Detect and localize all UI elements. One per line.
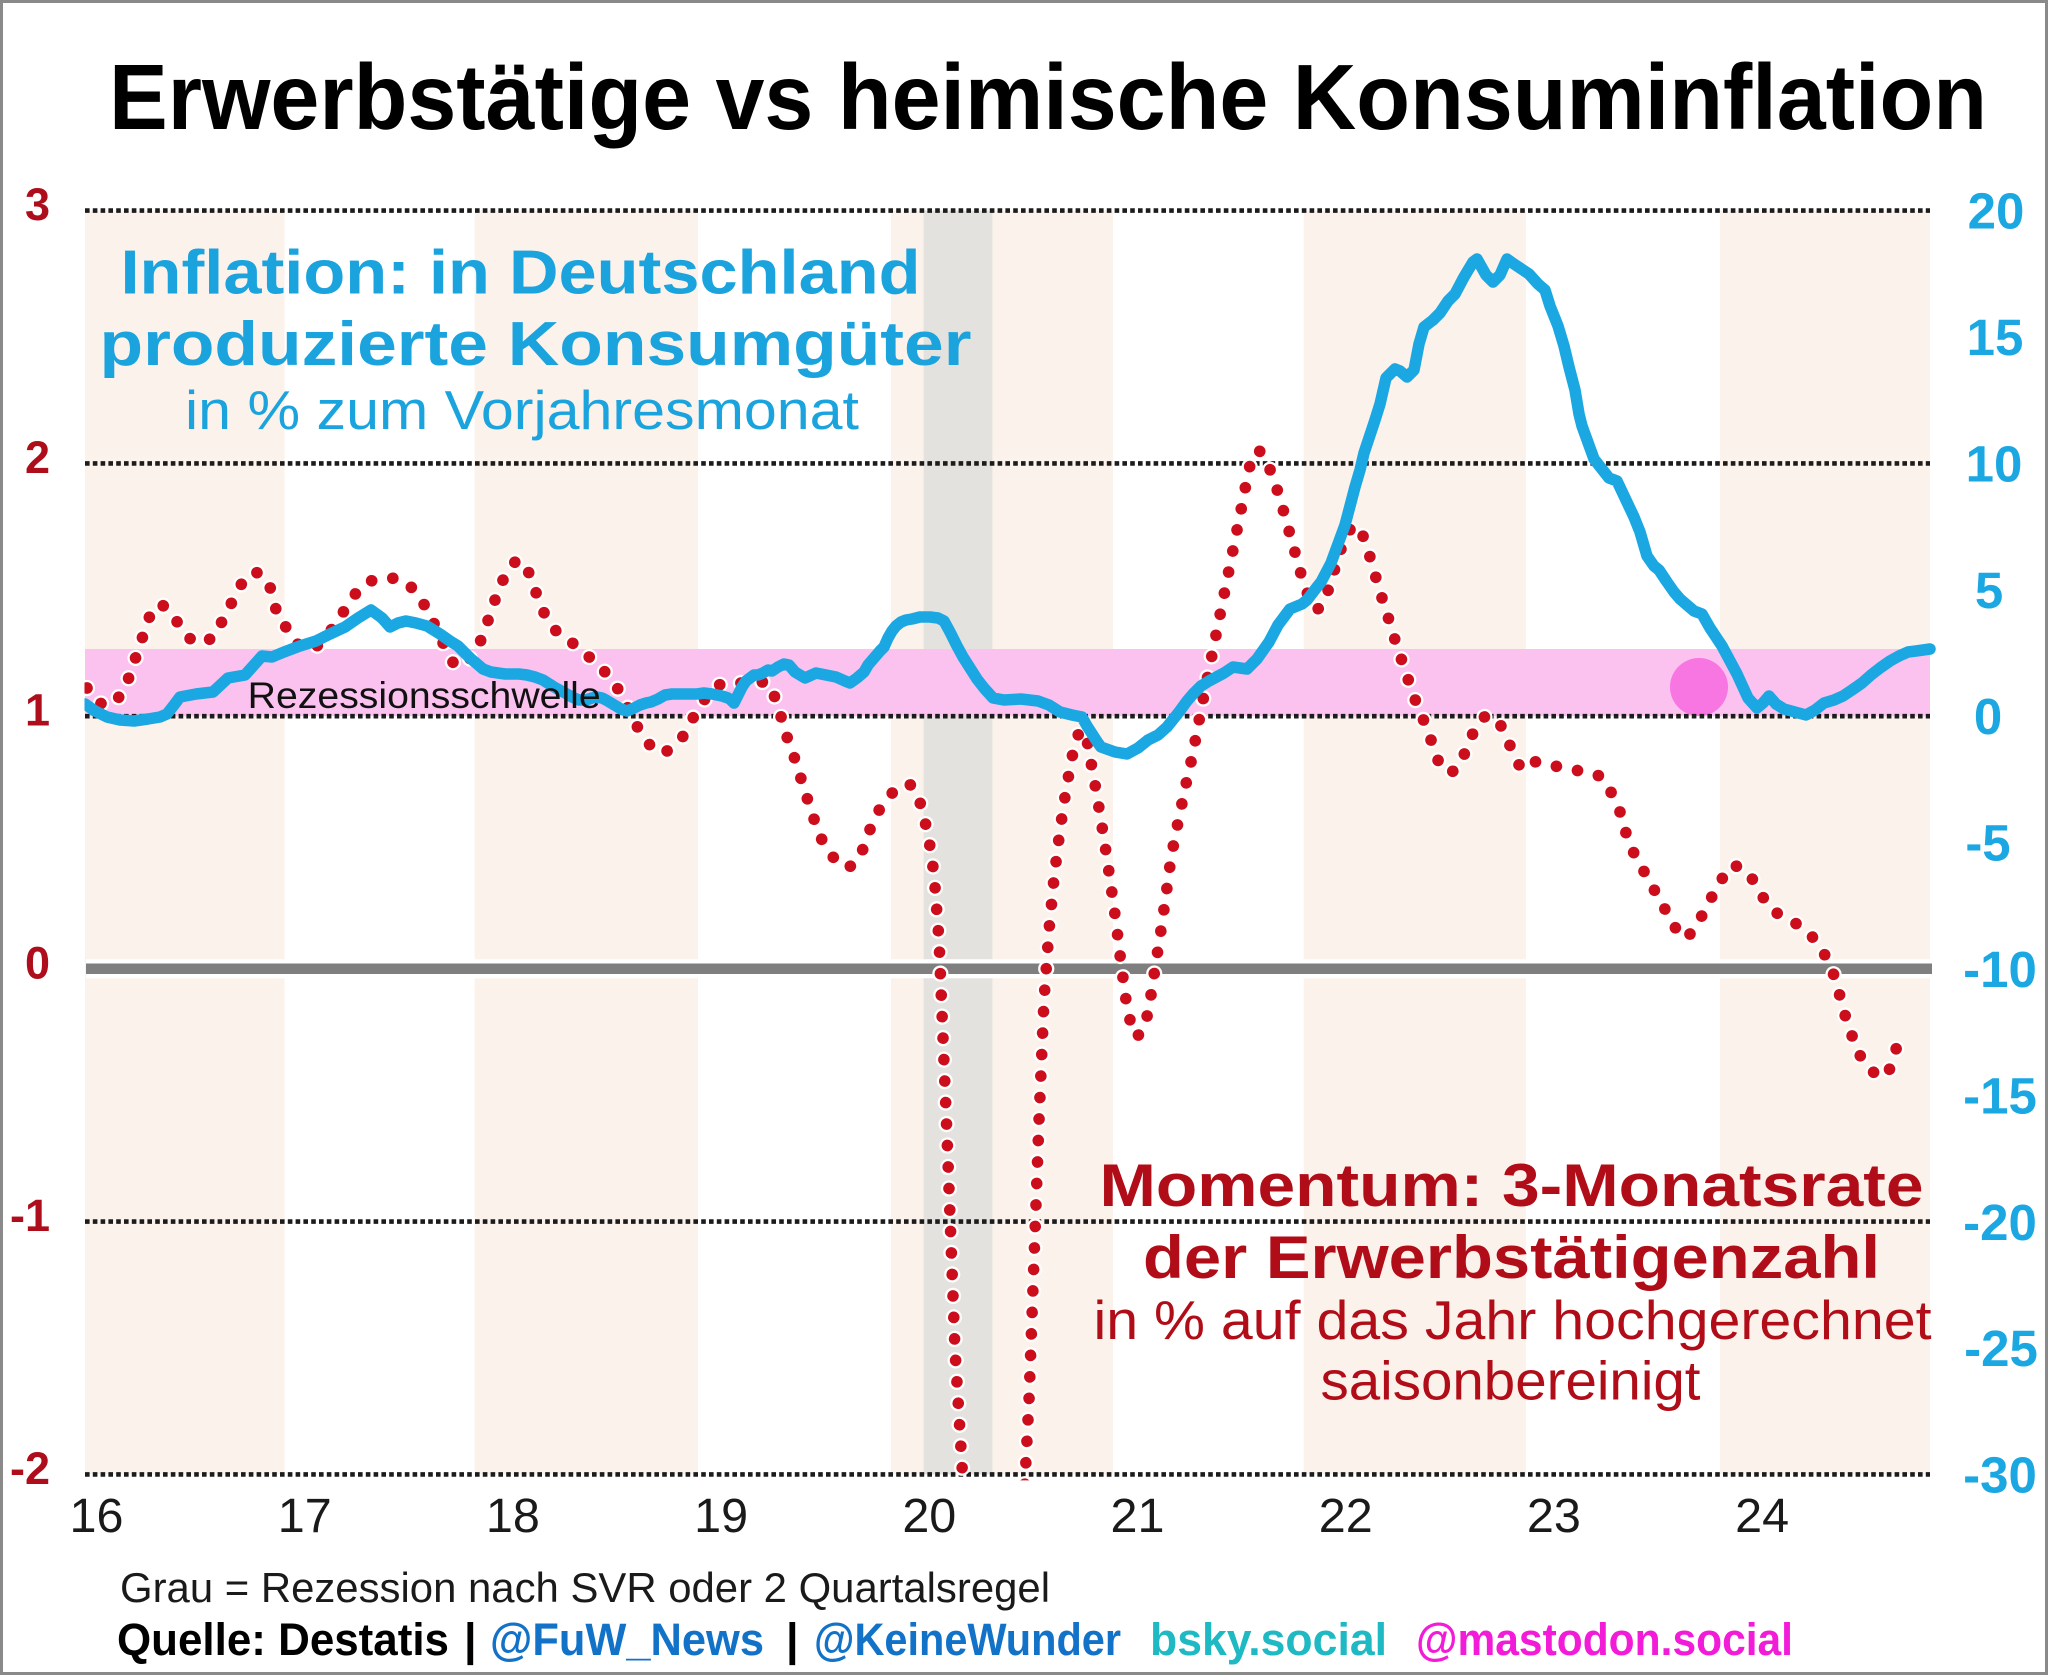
svg-text:24: 24: [1735, 1489, 1789, 1543]
svg-text:16: 16: [70, 1489, 124, 1543]
svg-text:-15: -15: [1963, 1067, 2037, 1124]
svg-text:saisonbereinigt: saisonbereinigt: [1321, 1350, 1701, 1412]
svg-text:@FuW_News: @FuW_News: [490, 1614, 764, 1665]
svg-text:19: 19: [694, 1489, 748, 1543]
svg-text:@mastodon.social: @mastodon.social: [1416, 1614, 1793, 1665]
svg-text:22: 22: [1319, 1489, 1373, 1543]
svg-text:Erwerbstätige vs heimische Kon: Erwerbstätige vs heimische Konsuminflati…: [109, 45, 1987, 149]
svg-text:0: 0: [1974, 688, 2002, 745]
svg-text:17: 17: [278, 1489, 332, 1543]
svg-text:18: 18: [486, 1489, 540, 1543]
svg-text:produzierte Konsumgüter: produzierte Konsumgüter: [100, 310, 972, 379]
svg-text:bsky.social: bsky.social: [1150, 1614, 1387, 1665]
svg-text:-20: -20: [1963, 1194, 2037, 1251]
svg-text:-25: -25: [1964, 1320, 2038, 1377]
svg-text:-30: -30: [1963, 1447, 2037, 1504]
svg-text:|: |: [464, 1614, 477, 1666]
svg-text:in % zum Vorjahresmonat: in % zum Vorjahresmonat: [185, 379, 859, 441]
svg-text:der Erwerbstätigenzahl: der Erwerbstätigenzahl: [1143, 1224, 1880, 1291]
svg-text:1: 1: [25, 685, 50, 736]
svg-text:5: 5: [1975, 562, 2003, 619]
svg-text:@KeineWunder: @KeineWunder: [814, 1614, 1121, 1665]
svg-text:3: 3: [25, 179, 50, 230]
svg-text:Momentum: 3-Monatsrate: Momentum: 3-Monatsrate: [1100, 1152, 1924, 1219]
svg-text:2: 2: [25, 432, 50, 483]
svg-text:21: 21: [1111, 1489, 1165, 1543]
svg-text:-5: -5: [1965, 815, 2010, 872]
svg-text:|: |: [786, 1614, 799, 1666]
svg-text:-1: -1: [10, 1190, 50, 1241]
svg-text:23: 23: [1527, 1489, 1581, 1543]
svg-text:0: 0: [25, 937, 50, 988]
svg-text:-2: -2: [10, 1443, 50, 1494]
svg-text:Inflation: in Deutschland: Inflation: in Deutschland: [121, 239, 921, 308]
svg-text:20: 20: [902, 1489, 956, 1543]
svg-text:Quelle: Destatis: Quelle: Destatis: [117, 1614, 449, 1665]
svg-text:20: 20: [1968, 183, 2025, 240]
svg-text:-10: -10: [1963, 941, 2037, 998]
svg-text:Grau = Rezession nach SVR oder: Grau = Rezession nach SVR oder 2 Quartal…: [120, 1564, 1050, 1611]
svg-text:15: 15: [1967, 309, 2024, 366]
svg-text:10: 10: [1966, 435, 2023, 492]
svg-text:Rezessionsschwelle: Rezessionsschwelle: [248, 675, 601, 716]
svg-text:in % auf das Jahr hochgerechne: in % auf das Jahr hochgerechnet: [1094, 1289, 1932, 1351]
